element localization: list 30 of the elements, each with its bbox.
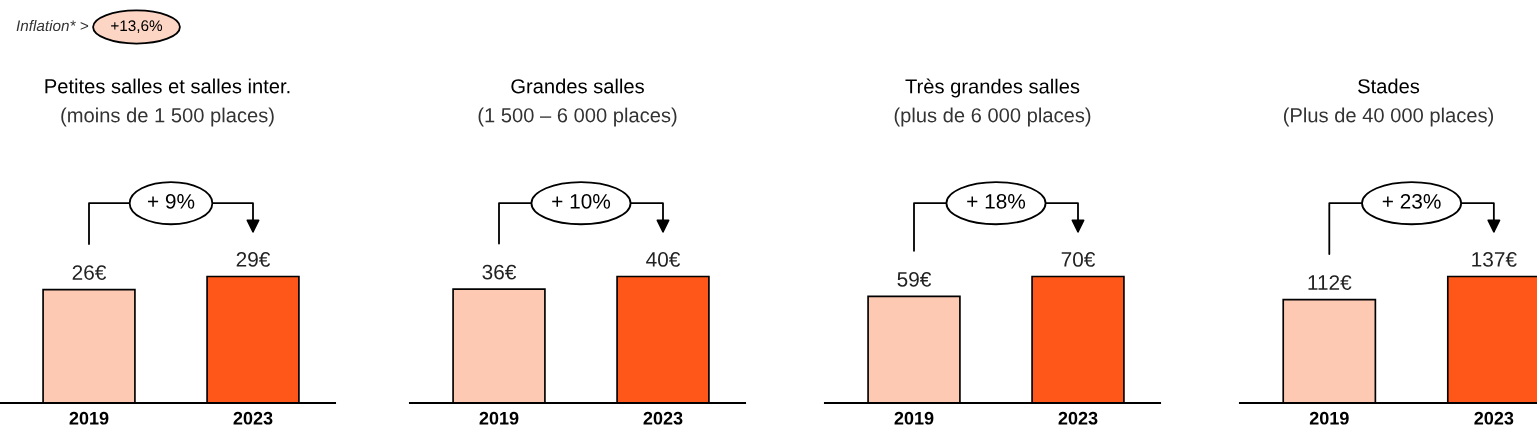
data-label: 137€ <box>1472 252 1517 267</box>
chart-title: Stades <box>1358 78 1420 94</box>
chart-title: Très grandes salles <box>905 78 1080 98</box>
x-tick-label: 2023 <box>1058 411 1098 425</box>
chart-title: Petites salles et salles inter. <box>45 78 290 94</box>
data-label: 29€ <box>236 252 271 267</box>
x-tick-label: 2023 <box>1474 411 1514 425</box>
chart-subtitle: (1 500 – 6 000 places) <box>478 107 677 127</box>
data-label: 26€ <box>72 265 107 280</box>
text: + 9% <box>147 193 195 209</box>
text: + 23% <box>1382 193 1441 209</box>
x-tick-label: 2019 <box>1309 411 1349 425</box>
data-label: 36€ <box>482 264 517 280</box>
chart-title: Grandes salles <box>511 78 644 94</box>
chart-subtitle: (Plus de 40 000 places) <box>1283 107 1494 127</box>
text: Inflation* > <box>16 19 89 32</box>
text: + 10% <box>552 193 611 209</box>
chart-subtitle: (plus de 6 000 places) <box>894 107 1091 127</box>
x-tick-label: 2023 <box>233 411 273 425</box>
text: + 18% <box>967 193 1026 209</box>
x-tick-label: 2019 <box>69 411 109 425</box>
chart-subtitle: (moins de 1 500 places) <box>61 107 274 127</box>
data-label: 40€ <box>646 252 681 267</box>
data-label: 70€ <box>1061 252 1096 267</box>
x-tick-label: 2019 <box>894 411 934 425</box>
x-tick-label: 2023 <box>643 411 683 425</box>
text: +13,6% <box>111 20 163 33</box>
data-label: 112€ <box>1308 275 1352 290</box>
x-tick-label: 2019 <box>479 411 519 425</box>
data-label: 59€ <box>897 271 932 287</box>
